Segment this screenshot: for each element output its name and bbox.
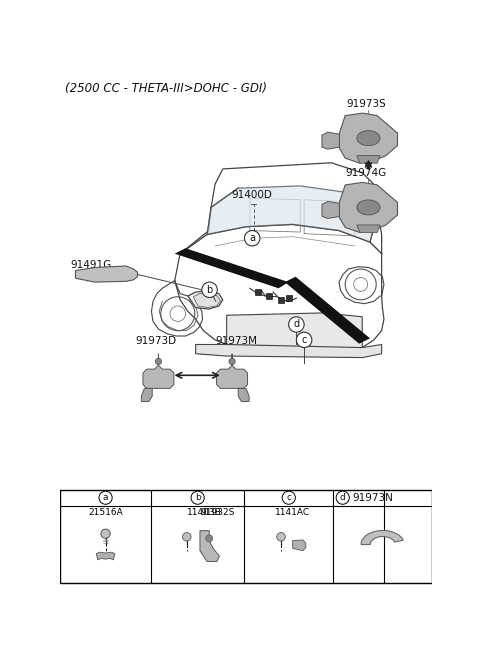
Text: b: b (206, 285, 213, 295)
Text: a: a (103, 493, 108, 502)
Circle shape (191, 491, 204, 505)
Polygon shape (322, 132, 339, 149)
Text: d: d (293, 319, 300, 329)
Polygon shape (285, 277, 370, 344)
Ellipse shape (357, 131, 380, 146)
Polygon shape (227, 313, 362, 350)
Text: c: c (286, 493, 291, 502)
Text: 21516A: 21516A (88, 508, 123, 517)
Circle shape (229, 358, 235, 365)
Text: d: d (340, 493, 346, 502)
Text: 91974G: 91974G (346, 168, 387, 178)
Text: 11403B: 11403B (187, 508, 222, 517)
Circle shape (101, 529, 110, 538)
Polygon shape (370, 201, 385, 212)
Text: 91973M: 91973M (215, 336, 257, 346)
Circle shape (182, 533, 191, 541)
Ellipse shape (357, 200, 380, 215)
Text: b: b (195, 493, 201, 502)
Circle shape (336, 491, 349, 505)
Circle shape (244, 231, 260, 246)
Text: (2500 CC - THETA-III>DOHC - GDI): (2500 CC - THETA-III>DOHC - GDI) (65, 82, 267, 95)
Circle shape (202, 282, 217, 298)
Polygon shape (196, 344, 382, 357)
Text: 91932S: 91932S (201, 508, 235, 517)
Text: 91973N: 91973N (352, 493, 393, 503)
Circle shape (99, 491, 112, 505)
Bar (60, 489, 432, 583)
Circle shape (206, 535, 213, 542)
Text: 91400D: 91400D (231, 190, 272, 200)
Polygon shape (361, 530, 403, 545)
Circle shape (282, 491, 295, 505)
Text: 1141AC: 1141AC (275, 508, 310, 517)
Polygon shape (238, 388, 249, 401)
Bar (254, 289, 261, 295)
Polygon shape (188, 290, 223, 309)
Polygon shape (339, 183, 397, 233)
Polygon shape (75, 266, 137, 282)
Bar (278, 297, 284, 303)
Text: 91491G: 91491G (71, 260, 112, 270)
Polygon shape (357, 156, 380, 163)
Bar (286, 295, 292, 302)
Polygon shape (175, 248, 288, 288)
Text: 91973D: 91973D (135, 336, 176, 346)
Circle shape (288, 317, 304, 332)
Circle shape (296, 332, 312, 348)
Polygon shape (322, 202, 339, 218)
Polygon shape (216, 353, 248, 388)
Polygon shape (357, 225, 380, 233)
Polygon shape (143, 353, 174, 388)
Text: a: a (249, 233, 255, 243)
Text: c: c (301, 335, 307, 345)
Polygon shape (293, 540, 306, 551)
Text: 91973S: 91973S (346, 99, 386, 109)
Polygon shape (96, 553, 115, 560)
Circle shape (156, 358, 162, 365)
Polygon shape (207, 186, 378, 242)
Polygon shape (200, 531, 219, 562)
Polygon shape (142, 388, 152, 401)
Circle shape (277, 533, 285, 541)
Bar (266, 293, 272, 299)
Polygon shape (193, 293, 220, 307)
Polygon shape (339, 113, 397, 163)
